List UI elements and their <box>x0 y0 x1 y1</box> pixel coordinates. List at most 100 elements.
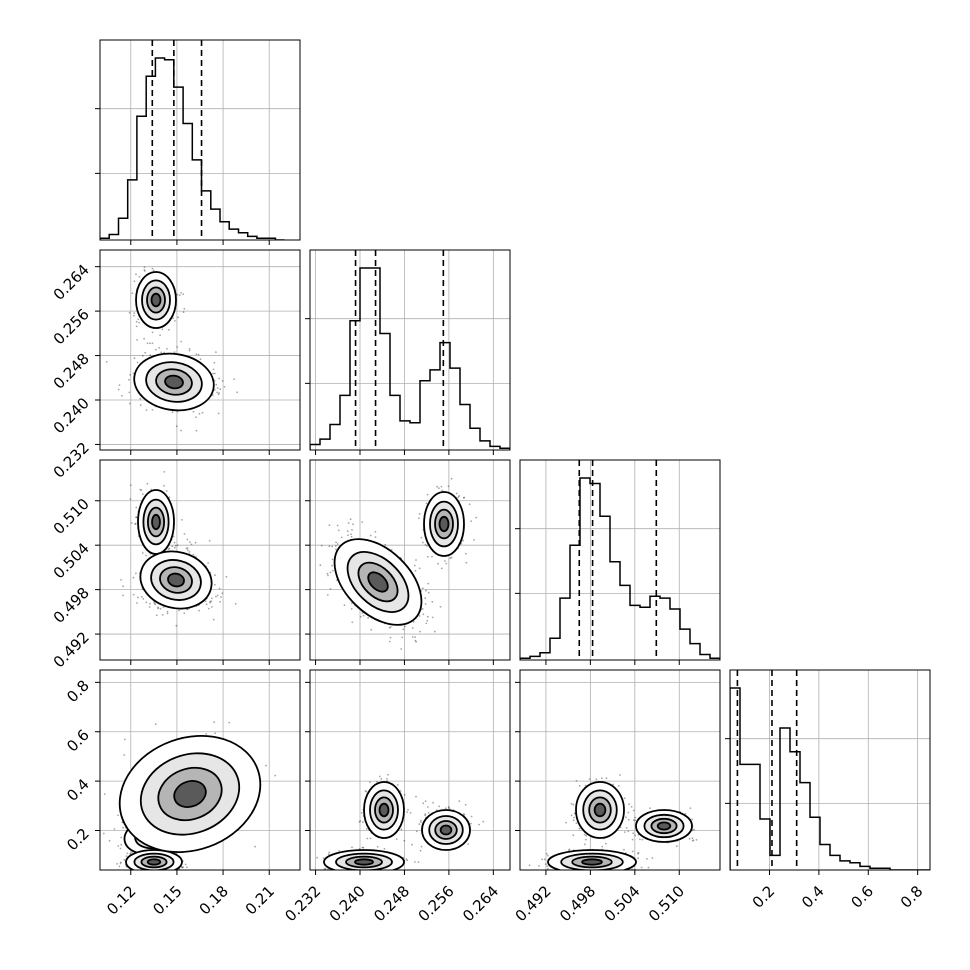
sample-point <box>135 516 138 519</box>
sample-point <box>210 606 213 608</box>
x-tick-label: 0.12 <box>103 882 139 918</box>
sample-point <box>458 800 461 803</box>
sample-point <box>171 411 174 414</box>
sample-point <box>197 353 200 356</box>
sample-point <box>601 845 604 848</box>
sample-point <box>445 562 448 565</box>
sample-point <box>136 602 138 604</box>
sample-point <box>384 543 387 546</box>
sample-point <box>387 773 389 776</box>
sample-point <box>338 850 340 852</box>
sample-point <box>165 490 168 492</box>
sample-point <box>131 851 133 854</box>
sample-point <box>359 615 362 618</box>
sample-point <box>414 569 417 572</box>
sample-point <box>457 496 460 499</box>
sample-point <box>132 372 135 375</box>
sample-point <box>180 429 182 432</box>
sample-point <box>163 471 166 473</box>
sample-point <box>176 346 179 348</box>
sample-point <box>139 404 142 407</box>
sample-point <box>136 361 139 364</box>
sample-point <box>623 831 626 833</box>
sample-point <box>420 819 422 822</box>
sample-point <box>402 628 405 631</box>
sample-point <box>331 558 334 561</box>
sample-point <box>367 617 369 619</box>
sample-point <box>462 539 465 542</box>
sample-point <box>411 636 414 638</box>
sample-point <box>575 822 578 824</box>
sample-point <box>207 562 209 564</box>
sample-point <box>347 522 350 524</box>
sample-point <box>403 839 406 842</box>
panel-content <box>100 460 300 660</box>
sample-point <box>335 541 337 544</box>
sample-point <box>159 334 161 337</box>
sample-point <box>463 497 465 499</box>
sample-point <box>121 394 123 397</box>
sample-point <box>329 588 332 590</box>
sample-point <box>438 805 441 808</box>
sample-point <box>195 353 198 356</box>
sample-point <box>585 834 588 837</box>
sample-point <box>424 814 427 817</box>
sample-point <box>447 485 450 488</box>
sample-point <box>148 606 151 608</box>
sample-point <box>149 342 151 345</box>
sample-point <box>228 721 231 724</box>
sample-point <box>413 564 416 567</box>
sample-point <box>340 536 343 539</box>
sample-point <box>129 373 131 376</box>
sample-point <box>415 795 417 798</box>
sample-point <box>414 636 416 639</box>
sample-point <box>419 821 422 823</box>
y-tick-label: 0.6 <box>63 726 93 756</box>
y-tick-label: 0.2 <box>63 825 93 855</box>
panel-frame <box>309 459 511 661</box>
sample-point <box>374 536 377 538</box>
sample-point <box>470 520 473 522</box>
sample-point <box>135 320 138 323</box>
sample-point <box>144 270 146 272</box>
panel-1-1 <box>305 249 511 455</box>
sample-point <box>216 391 218 394</box>
sample-point <box>123 858 126 861</box>
sample-point <box>122 826 124 829</box>
sample-point <box>180 340 183 343</box>
sample-point <box>424 813 427 815</box>
y-tick-label: 0.232 <box>50 439 93 482</box>
sample-point <box>195 429 198 432</box>
sample-point <box>192 553 195 556</box>
sample-point <box>134 522 137 525</box>
sample-point <box>129 484 132 487</box>
sample-point <box>133 280 136 283</box>
sample-point <box>420 536 423 539</box>
sample-point <box>418 517 420 520</box>
sample-point <box>418 513 421 515</box>
sample-point <box>215 351 217 353</box>
sample-point <box>415 559 417 561</box>
sample-point <box>444 807 447 810</box>
panel-frame <box>99 39 301 241</box>
sample-point <box>168 547 171 550</box>
sample-point <box>578 827 581 830</box>
sample-point <box>388 626 391 629</box>
sample-point <box>407 809 409 811</box>
sample-point <box>135 273 137 276</box>
sample-point <box>359 820 362 822</box>
sample-point <box>218 392 220 394</box>
sample-point <box>182 311 185 314</box>
panel-0-0 <box>95 39 301 245</box>
sample-point <box>414 861 416 863</box>
sample-point <box>123 738 126 741</box>
y-tick-label: 0.504 <box>50 539 93 582</box>
sample-point <box>361 612 364 614</box>
sample-point <box>183 612 186 614</box>
sample-point <box>374 530 377 533</box>
sample-point <box>183 307 186 310</box>
sample-point <box>601 777 603 779</box>
sample-point <box>182 866 185 869</box>
sample-point <box>426 615 429 618</box>
sample-point <box>427 582 430 585</box>
